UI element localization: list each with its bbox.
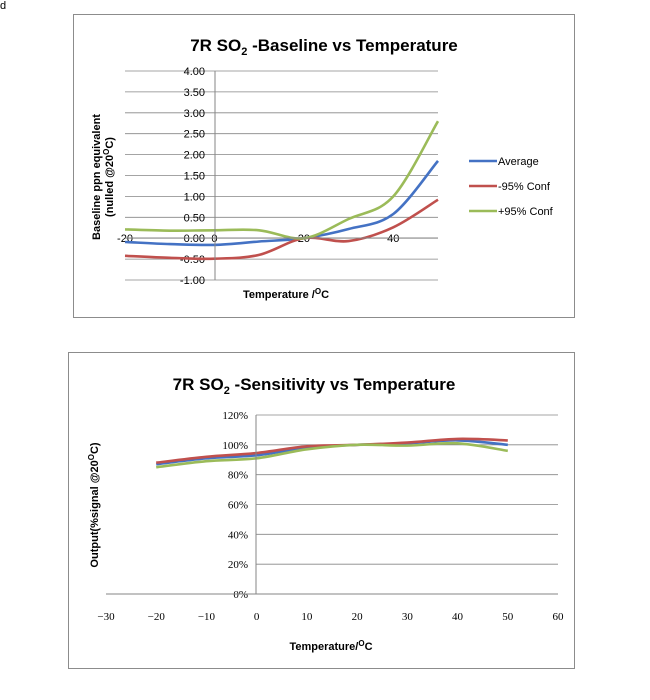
chart1-title: 7R SO2 -Baseline vs Temperature — [190, 36, 458, 58]
chart1-y-tick-label: -1.00 — [180, 275, 205, 287]
baseline-chart: 7R SO2 -Baseline vs Temperature 4.00 3.50… — [91, 36, 554, 301]
chart1-x-axis-label: Temperature /OC — [243, 287, 329, 301]
chart1-y-tick-labels: 4.00 3.50 3.00 2.50 2.00 1.50 1.00 0.50 0.00 -0.5… — [180, 66, 205, 287]
chart1-x-tick-label: 0 — [211, 233, 217, 245]
chart2-series — [156, 437, 508, 469]
chart1-y-tick-label: -0.50 — [180, 254, 205, 266]
chart1-y-tick-label: 2.50 — [184, 129, 205, 141]
chart1-series-line — [124, 120, 440, 240]
chart1-y-tick-label: 0.00 — [184, 233, 205, 245]
chart1-y-tick-label: 4.00 — [184, 66, 205, 78]
chart2-title: 7R SO2 -Sensitivity vs Temperature — [173, 375, 456, 397]
sensitivity-chart-frame: 7R SO2 -Sensitivity vs Temperature 120% 1… — [68, 352, 575, 669]
chart2-x-tick-label: 40 — [452, 611, 464, 623]
chart1-y-axis-label-2: (nulled @20OC) — [102, 137, 116, 217]
chart1-series-line — [124, 160, 439, 247]
chart1-y-tick-label: 1.50 — [184, 171, 205, 183]
chart1-legend: Average -95% Conf +95% Conf — [469, 156, 554, 218]
chart2-x-tick-label: −30 — [97, 611, 115, 623]
chart2-x-tick-label: 50 — [502, 611, 514, 623]
chart2-y-tick-label: 40% — [228, 529, 248, 541]
chart2-y-tick-label: 80% — [228, 470, 248, 482]
chart2-y-axis-label: Output(%signal @20OC) — [87, 442, 101, 567]
chart1-series — [124, 120, 440, 261]
chart1-y-tick-label: 2.00 — [184, 150, 205, 162]
chart2-x-tick-label: 0 — [254, 611, 260, 623]
chart2-x-tick-label: 30 — [402, 611, 414, 623]
chart1-legend-label: -95% Conf — [498, 181, 551, 193]
chart2-x-tick-labels: −30 −20 −10 0 10 20 30 40 50 60 — [97, 611, 564, 623]
corner-mark: d — [0, 0, 7, 12]
sensitivity-chart: 7R SO2 -Sensitivity vs Temperature 120%1… — [87, 375, 564, 653]
chart2-x-tick-label: −10 — [198, 611, 216, 623]
chart1-y-axis-label: Baseline ppn equivalent — [91, 114, 103, 240]
chart1-y-tick-label: 3.50 — [184, 87, 205, 99]
chart2-x-tick-label: −20 — [148, 611, 166, 623]
chart2-series-line — [156, 441, 508, 469]
chart1-gridlines — [125, 70, 438, 281]
chart2-y-tick-label: 120% — [222, 410, 248, 422]
chart1-y-tick-label: 1.00 — [184, 191, 205, 203]
chart1-y-tick-label: 3.00 — [184, 108, 205, 120]
chart2-x-axis-label: Temperature/OC — [289, 639, 372, 653]
baseline-chart-frame: 7R SO2 -Baseline vs Temperature 4.00 3.50… — [73, 14, 575, 318]
chart2-x-tick-label: 60 — [553, 611, 565, 623]
chart1-legend-label: Average — [498, 156, 539, 168]
chart1-x-tick-label: 40 — [387, 233, 399, 245]
chart1-legend-label: +95% Conf — [498, 206, 554, 218]
chart1-y-tick-label: 0.50 — [184, 212, 205, 224]
chart1-series-line — [124, 198, 439, 261]
chart2-y-tick-label: 100% — [222, 440, 248, 452]
chart2-y-tick-label: 60% — [228, 500, 248, 512]
chart2-y-tick-labels: 120% 100% 80% 60% 40% 20% 0% — [222, 410, 248, 601]
chart2-y-tick-label: 0% — [233, 589, 248, 601]
chart2-x-tick-label: 10 — [301, 611, 313, 623]
chart2-y-tick-label: 20% — [228, 559, 248, 571]
chart2-x-tick-label: 20 — [352, 611, 364, 623]
